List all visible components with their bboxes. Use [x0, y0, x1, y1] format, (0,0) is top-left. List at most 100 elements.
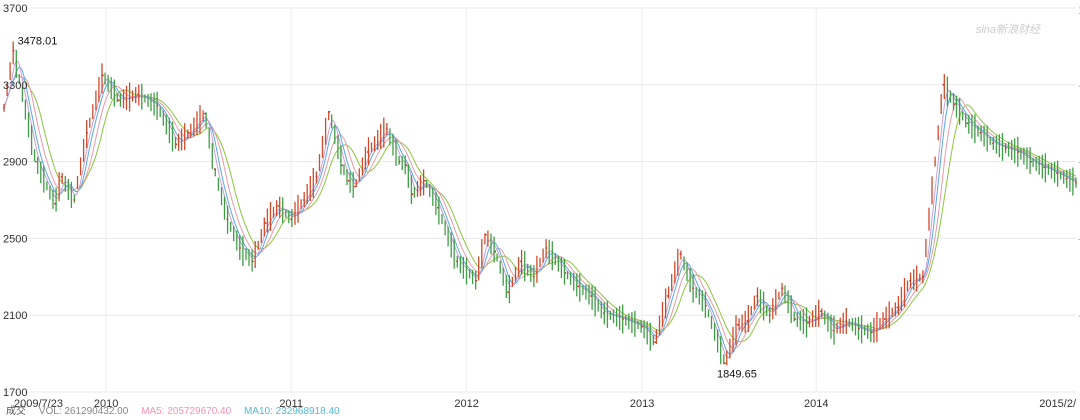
volume-value: VOL: 261290432.00 [38, 406, 129, 417]
close-point [386, 128, 388, 130]
close-point [156, 105, 159, 107]
close-point [768, 314, 771, 317]
close-point [832, 329, 835, 332]
close-point [437, 206, 439, 209]
close-point [577, 285, 580, 288]
close-point [137, 93, 139, 96]
close-point [315, 176, 318, 178]
close-point [1065, 178, 1068, 180]
close-point [922, 275, 924, 278]
y-tick-label: 3300 [3, 80, 27, 92]
close-point [545, 247, 548, 249]
close-point [277, 204, 280, 207]
ma5-value: MA5: 205729670.40 [141, 406, 232, 417]
close-point [60, 176, 63, 178]
close-point [520, 260, 522, 263]
close-point [239, 247, 242, 249]
close-point [73, 199, 76, 201]
ma-line-blue [3, 66, 1077, 355]
close-point [35, 160, 37, 163]
close-point [424, 179, 426, 182]
ma-line-purple [3, 60, 1077, 359]
close-point [354, 185, 356, 188]
right-tick-label: -48 [1078, 310, 1080, 322]
close-point [692, 287, 694, 290]
close-point [405, 164, 407, 167]
y-tick-label: 2100 [3, 310, 27, 322]
x-tick-label: 2015/2/ [1039, 398, 1077, 410]
close-point [252, 260, 254, 263]
ma-line-pink [3, 74, 1077, 349]
right-tick-label: 12 [1078, 5, 1080, 17]
close-point [1030, 160, 1033, 163]
y-tick-label: 3700 [3, 3, 27, 15]
right-tick-label: -24 [1078, 157, 1080, 169]
right-tick-label: -12 [1078, 80, 1080, 92]
y-axis-right: 12 -12 -24 -36 -48 [1078, 5, 1080, 322]
close-point [979, 131, 982, 134]
close-point [746, 320, 749, 322]
close-point [736, 323, 739, 326]
close-point [3, 106, 5, 109]
ma10-value: MA10: 232968918.40 [243, 406, 340, 417]
close-point [86, 131, 88, 134]
close-point [807, 322, 809, 324]
close-point [341, 164, 344, 167]
close-point [666, 295, 669, 297]
close-point [411, 193, 414, 196]
close-point [896, 306, 899, 309]
close-point [1004, 147, 1007, 150]
close-point [870, 331, 873, 334]
close-point [264, 222, 267, 224]
close-point [532, 275, 535, 278]
close-point [303, 199, 305, 201]
close-point [398, 160, 401, 163]
close-point [1075, 181, 1077, 184]
close-point [1017, 151, 1020, 153]
grid-lines [4, 7, 1076, 393]
close-point [641, 325, 643, 328]
x-tick-label: 2014 [804, 398, 828, 410]
close-point [102, 74, 104, 77]
close-point [564, 272, 567, 274]
close-point [494, 250, 497, 253]
close-point [366, 151, 369, 153]
close-point [966, 122, 969, 125]
close-point [654, 341, 656, 343]
close-point [290, 218, 292, 221]
x-tick-label: 2009/7/23 [14, 398, 63, 410]
close-point [679, 252, 682, 255]
y-tick-label: 1700 [3, 387, 27, 399]
y-tick-label: 2500 [3, 233, 27, 245]
close-point [54, 202, 56, 205]
close-point [883, 318, 886, 320]
watermark-logo: sina新浪财经 [976, 23, 1041, 36]
close-point [484, 233, 487, 236]
close-point [204, 112, 206, 115]
close-point [1043, 166, 1045, 169]
y-axis-left: 1700 2100 2500 2900 3300 3700 [3, 3, 27, 399]
close-point [909, 279, 911, 282]
volume-label: 成交 [6, 406, 26, 417]
close-point [705, 304, 707, 307]
volume-footer: 成交 VOL: 261290432.00 MA5: 205729670.40 M… [6, 405, 350, 419]
close-point [188, 131, 190, 134]
close-point [118, 99, 120, 102]
close-point [347, 179, 350, 182]
close-point [845, 320, 848, 322]
close-point [622, 318, 624, 320]
x-tick-label: 2013 [630, 398, 654, 410]
series-layer [3, 41, 1077, 366]
extreme-value-label: 3478.01 [18, 36, 58, 48]
close-point [175, 143, 178, 146]
right-tick-label: -36 [1078, 233, 1080, 245]
close-point [507, 291, 509, 294]
close-point [328, 110, 331, 113]
close-point [213, 168, 216, 171]
close-point [1056, 172, 1058, 175]
close-point [456, 260, 458, 263]
x-tick-label: 2010 [94, 398, 118, 410]
x-tick-label: 2012 [454, 398, 478, 410]
